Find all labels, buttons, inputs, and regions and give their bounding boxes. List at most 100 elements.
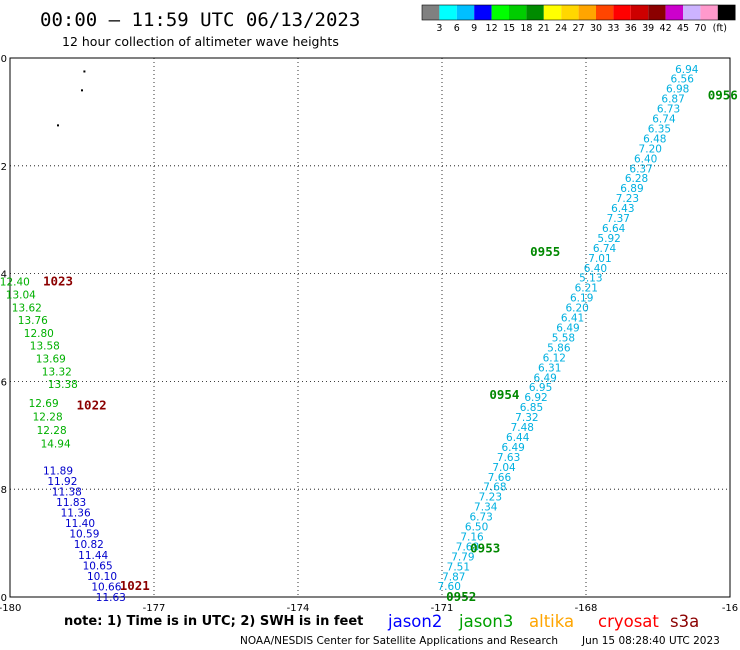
wave-height-label: 13.58 bbox=[30, 341, 60, 353]
wave-height-label: 11.36 bbox=[61, 508, 91, 520]
wave-height-label: 11.40 bbox=[65, 518, 95, 530]
satellite-legend-cryosat: cryosat bbox=[598, 612, 659, 631]
wave-height-label: 12.69 bbox=[29, 398, 59, 410]
wave-height-label: 13.04 bbox=[6, 289, 36, 301]
colorbar-label: 45 bbox=[677, 23, 689, 34]
pass-time-label: 0955 bbox=[530, 244, 560, 259]
colorbar-swatch bbox=[665, 5, 683, 20]
wave-height-label: 10.82 bbox=[74, 539, 104, 551]
colorbar-swatch bbox=[456, 5, 475, 20]
wave-height-label: 6.73 bbox=[657, 104, 680, 116]
wave-height-label: 6.74 bbox=[652, 114, 676, 126]
wave-height-label: 6.89 bbox=[620, 183, 643, 195]
plot-frame bbox=[9, 57, 731, 598]
colorbar-swatch bbox=[526, 5, 544, 20]
colorbar-label: 6 bbox=[454, 23, 460, 34]
wave-height-label: 7.37 bbox=[607, 213, 630, 225]
wave-height-label: 6.40 bbox=[634, 153, 657, 165]
x-tick-label: -171 bbox=[431, 603, 454, 614]
wave-height-label: 6.12 bbox=[543, 352, 566, 364]
y-tick-label: -30 bbox=[0, 54, 7, 65]
wave-height-label: 6.95 bbox=[529, 382, 552, 394]
wave-height-label: 11.44 bbox=[78, 550, 108, 562]
pass-time-label: 1021 bbox=[120, 578, 150, 593]
wave-height-label: 7.23 bbox=[479, 492, 502, 504]
pass-time-labels: 0956 0955 0954 0953 0952 1023 1022 1021 bbox=[43, 88, 738, 604]
wave-height-label: 6.40 bbox=[584, 263, 607, 275]
colorbar-label: 18 bbox=[520, 23, 532, 34]
colorbar-label: 33 bbox=[607, 23, 619, 34]
chart-subtitle: 12 hour collection of altimeter wave hei… bbox=[62, 34, 339, 49]
wave-height-label: 10.65 bbox=[83, 560, 113, 572]
colorbar-label: 12 bbox=[486, 23, 498, 34]
colorbar-label: 24 bbox=[555, 23, 567, 34]
satellite-legend-jason2: jason2 bbox=[387, 612, 442, 631]
wave-height-label: 14.94 bbox=[41, 438, 71, 450]
y-tick-label: -34 bbox=[0, 270, 7, 281]
wave-height-label: 6.44 bbox=[506, 432, 530, 444]
land-point bbox=[81, 89, 83, 92]
wave-height-label: 6.49 bbox=[501, 442, 524, 454]
footer-credit: NOAA/NESDIS Center for Satellite Applica… bbox=[240, 635, 558, 647]
wave-height-label: 12.28 bbox=[33, 411, 63, 423]
grid-lines bbox=[10, 58, 730, 597]
wave-height-label: 7.87 bbox=[442, 571, 465, 583]
colorbar-label: 39 bbox=[642, 23, 654, 34]
wave-height-label: 11.38 bbox=[52, 486, 82, 498]
colorbar-label: 70 bbox=[694, 23, 706, 34]
footer-note: note: 1) Time is in UTC; 2) SWH is in fe… bbox=[64, 614, 363, 629]
colorbar-swatch bbox=[683, 5, 701, 20]
wave-height-label: 6.35 bbox=[648, 123, 671, 135]
wave-height-label: 6.43 bbox=[611, 203, 634, 215]
wave-height-label: 6.37 bbox=[629, 163, 652, 175]
pass-time-label: 1022 bbox=[77, 398, 107, 413]
wave-height-label: 13.32 bbox=[42, 366, 72, 378]
wave-height-label: 7.01 bbox=[588, 253, 611, 265]
y-tick-label: -36 bbox=[0, 377, 7, 388]
wave-height-label: 6.49 bbox=[533, 372, 556, 384]
altimeter-tracks: 7.607.877.517.797.687.166.506.737.347.23… bbox=[0, 64, 699, 604]
wave-height-label: 7.79 bbox=[451, 551, 474, 563]
wave-height-label: 6.74 bbox=[593, 243, 617, 255]
colorbar-label: 3 bbox=[436, 23, 442, 34]
wave-height-label: 6.85 bbox=[520, 402, 543, 414]
x-tick-label: -16 bbox=[722, 603, 738, 614]
colorbar-swatch bbox=[491, 5, 509, 20]
wave-height-label: 7.60 bbox=[438, 581, 461, 593]
wave-height-label: 6.19 bbox=[570, 293, 593, 305]
colorbar-swatch bbox=[596, 5, 614, 20]
wave-height-label: 10.59 bbox=[69, 529, 99, 541]
wave-height-colorbar: 3 6 9 12 15 18 21 24 27 30 33 36 39 42 45 70 (ft) bbox=[421, 4, 736, 34]
wave-height-label: 6.20 bbox=[565, 303, 588, 315]
wave-height-label: 6.50 bbox=[465, 522, 488, 534]
axis-tick-labels: -180 -177 -174 -171 -168 -16 -30 -32 -34 -36 -38 -4… bbox=[0, 54, 738, 614]
colorbar-border bbox=[421, 4, 736, 21]
x-tick-label: -177 bbox=[143, 603, 166, 614]
x-tick-label: -180 bbox=[0, 603, 21, 614]
footer-generated: Jun 15 08:28:40 UTC 2023 bbox=[581, 635, 720, 647]
satellite-legend-altika: altika bbox=[529, 612, 574, 631]
satellite-legend-s3a: s3a bbox=[670, 612, 699, 631]
wave-height-label: 5.13 bbox=[579, 273, 602, 285]
wave-height-label: 6.73 bbox=[469, 512, 492, 524]
wave-height-label: 13.62 bbox=[12, 302, 42, 314]
wave-height-label: 6.94 bbox=[675, 64, 699, 76]
wave-height-label: 7.16 bbox=[460, 531, 484, 543]
colorbar-label: 42 bbox=[660, 23, 672, 34]
pass-time-label: 0952 bbox=[446, 589, 476, 604]
colorbar-swatch bbox=[474, 5, 492, 20]
wave-height-label: 12.40 bbox=[0, 277, 30, 289]
colorbar-swatch bbox=[630, 5, 649, 20]
plot-area: -180 -177 -174 -171 -168 -16 -30 -32 -34 -36 -38 -4… bbox=[0, 54, 738, 614]
wave-height-label: 6.31 bbox=[538, 362, 561, 374]
y-tick-label: -38 bbox=[0, 485, 7, 496]
colorbar-swatch bbox=[578, 5, 596, 20]
colorbar-swatch bbox=[509, 5, 527, 20]
wave-height-label: 10.66 bbox=[91, 581, 121, 593]
pass-time-label: 0956 bbox=[708, 88, 738, 103]
y-tick-label: -32 bbox=[0, 162, 7, 173]
colorbar-label: 36 bbox=[625, 23, 637, 34]
pass-time-label: 0954 bbox=[489, 387, 519, 402]
wave-height-label: 7.48 bbox=[511, 422, 534, 434]
wave-height-label: 13.38 bbox=[48, 379, 78, 391]
